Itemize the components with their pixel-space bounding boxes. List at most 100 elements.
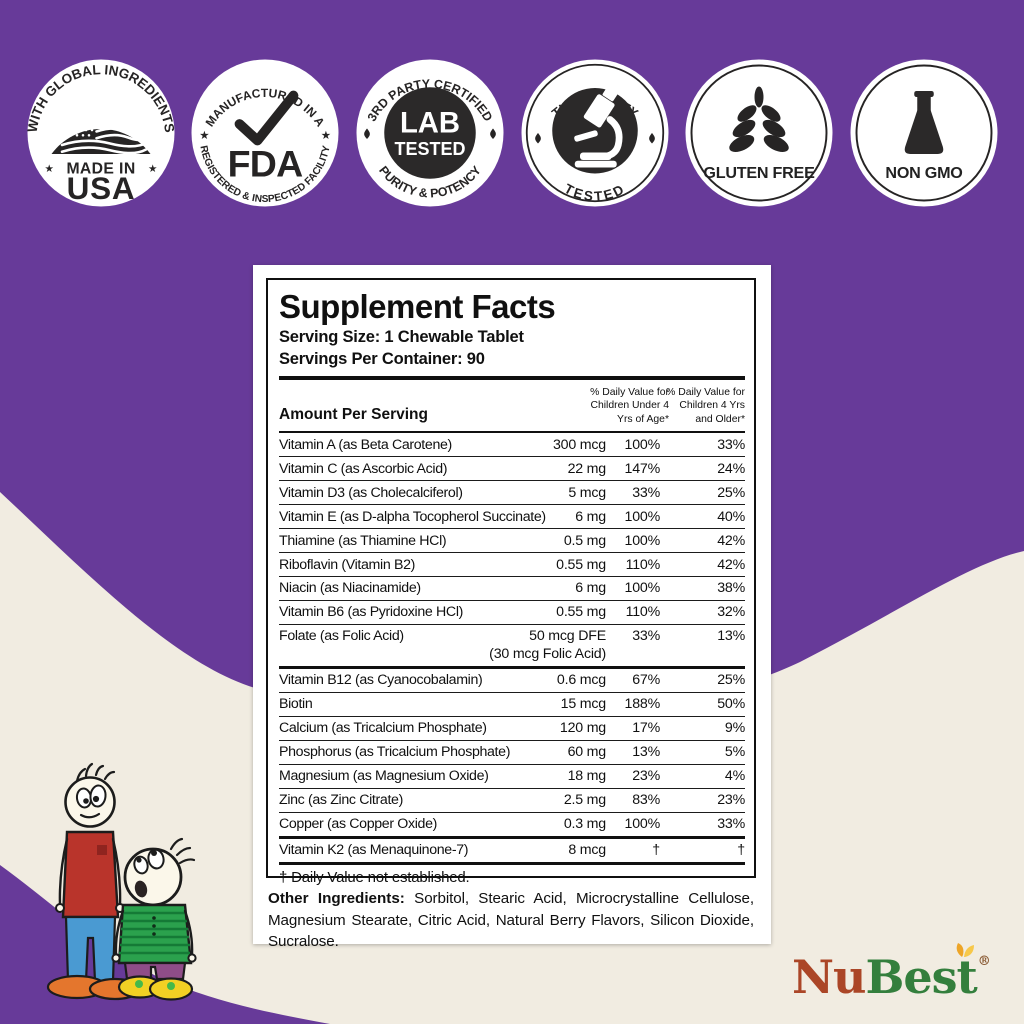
svg-text:TESTED: TESTED (562, 181, 628, 204)
name-amount-cell: Copper (as Copper Oxide) 0.3 mg (279, 816, 606, 832)
dv-older-value: 24% (717, 460, 745, 477)
dv-under4-value: 100% (624, 532, 661, 549)
amount-per-serving-header: Amount Per Serving (279, 406, 428, 424)
supplement-facts-panel: Supplement Facts Serving Size: 1 Chewabl… (253, 265, 771, 950)
dv-under4-value: 147% (624, 460, 661, 477)
nutrient-name: Vitamin E (as D-alpha Tocopherol Succina… (279, 508, 546, 525)
table-row: Vitamin C (as Ascorbic Acid) 22 mg 147% 24% (279, 457, 745, 482)
dv-older-value: † (737, 842, 745, 859)
star-icon: ★ (199, 130, 209, 142)
nutrient-amount: 5 mcg (568, 484, 606, 501)
name-amount-cell: Vitamin D3 (as Cholecalciferol) 5 mcg (279, 485, 606, 501)
table-row: Niacin (as Niacinamide) 6 mg 100% 38% (279, 577, 745, 602)
name-amount-cell: Vitamin A (as Beta Carotene) 300 mcg (279, 437, 606, 453)
name-amount-cell: Vitamin B6 (as Pyridoxine HCl) 0.55 mg (279, 604, 606, 620)
nutrient-amount: 6 mg (575, 580, 606, 597)
name-amount-cell: Calcium (as Tricalcium Phosphate) 120 mg (279, 720, 606, 736)
logo-part2: Best (866, 943, 978, 1004)
badge-line1: MADE IN (66, 161, 135, 178)
name-amount-cell: Magnesium (as Magnesium Oxide) 18 mg (279, 768, 606, 784)
table-row: Folate (as Folic Acid) 50 mcg DFE 33% 13% (3… (279, 625, 745, 670)
badge-row: WITH GLOBAL INGREDIENTS (0, 58, 1024, 208)
servings-per-container: Servings Per Container: 90 (279, 349, 485, 368)
badge-fda: MANUFACTURED IN A REGISTERED & INSPECTED… (190, 58, 340, 208)
nutrient-amount: 0.3 mg (563, 816, 606, 833)
name-amount-cell: Vitamin C (as Ascorbic Acid) 22 mg (279, 461, 606, 477)
dv-older-value: 42% (717, 532, 745, 549)
dv-under4-value: 67% (632, 672, 660, 689)
logo-part1: Nu (792, 950, 866, 1004)
nutrient-name: Magnesium (as Magnesium Oxide) (279, 768, 489, 785)
badge-gluten-free: GLUTEN FREE (684, 58, 834, 208)
name-amount-cell: Riboflavin (Vitamin B2) 0.55 mg (279, 557, 606, 573)
nutrient-name: Calcium (as Tricalcium Phosphate) (279, 720, 487, 737)
name-amount-cell: Vitamin K2 (as Menaquinone-7) 8 mcg (279, 842, 606, 858)
checkmark-icon (234, 90, 299, 146)
badge-made-in-usa: WITH GLOBAL INGREDIENTS (26, 58, 176, 208)
table-row: Vitamin B12 (as Cyanocobalamin) 0.6 mcg 67… (279, 669, 745, 694)
dv-older-value: 25% (717, 672, 745, 689)
small-kid (111, 837, 197, 1001)
nutrient-amount: 300 mcg (552, 436, 606, 453)
nutrient-amount: 6 mg (575, 508, 606, 525)
nutrient-amount: 0.55 mg (556, 556, 606, 573)
badge-center-line2: TESTED (394, 139, 465, 159)
nutrient-amount: 2.5 mg (563, 792, 606, 809)
facts-footnote: † Daily Value not established. (279, 868, 470, 886)
nutrient-name: Copper (as Copper Oxide) (279, 816, 437, 833)
dv-older-value: 42% (717, 556, 745, 573)
nutrient-name: Vitamin B12 (as Cyanocobalamin) (279, 672, 483, 689)
dv-older-value: 9% (724, 720, 745, 737)
nutrient-name: Riboflavin (Vitamin B2) (279, 556, 415, 573)
flag-canton (63, 118, 94, 137)
dv-older-value: 50% (717, 696, 745, 713)
dv-under4-value: 83% (632, 792, 660, 809)
name-amount-cell: Phosphorus (as Tricalcium Phosphate) 60 m… (279, 744, 606, 760)
nutrient-name: Vitamin K2 (as Menaquinone-7) (279, 842, 469, 859)
other-ingredients-text: Sorbitol, Stearic Acid, Microcrystalline… (268, 890, 754, 951)
badge-non-gmo: NON GMO (849, 58, 999, 208)
droplet-icon (649, 133, 655, 144)
flask-icon (904, 91, 944, 154)
nutrient-name: Zinc (as Zinc Citrate) (279, 792, 403, 809)
badge-center: FDA (228, 143, 303, 185)
nutrient-name: Thiamine (as Thiamine HCl) (279, 532, 447, 549)
nutrient-amount: 60 mg (567, 744, 607, 761)
facts-title: Supplement Facts (279, 288, 556, 325)
dv-older-value: 5% (724, 744, 745, 761)
name-amount-cell: Thiamine (as Thiamine HCl) 0.5 mg (279, 533, 606, 549)
serving-size: Serving Size: 1 Chewable Tablet (279, 327, 524, 346)
table-row: Phosphorus (as Tricalcium Phosphate) 60 m… (279, 741, 745, 765)
facts-box: Supplement Facts Serving Size: 1 Chewabl… (266, 278, 756, 886)
name-amount-cell: Biotin 15 mcg (279, 696, 606, 712)
name-amount-cell: Vitamin B12 (as Cyanocobalamin) 0.6 mcg (279, 672, 606, 688)
nutrient-name: Vitamin C (as Ascorbic Acid) (279, 460, 448, 477)
droplet-icon (364, 128, 370, 139)
star-icon: ★ (321, 130, 331, 142)
dv-older-header: % Daily Value for Children 4 Yrs and Old… (666, 386, 745, 425)
nutrient-name: Niacin (as Niacinamide) (279, 580, 421, 597)
star-icon: ★ (45, 163, 55, 175)
star-icon: ★ (148, 163, 158, 175)
nutrient-amount: 0.6 mcg (556, 672, 606, 689)
other-ingredients-label: Other Ingredients: (268, 890, 405, 907)
table-row: Vitamin B6 (as Pyridoxine HCl) 0.55 mg 110… (279, 601, 745, 626)
leaf-icon (956, 943, 974, 957)
table-row: Riboflavin (Vitamin B2) 0.55 mg 110% 42% (279, 553, 745, 578)
nutrient-name: Biotin (279, 696, 313, 713)
dv-under4-value: 17% (632, 720, 660, 737)
table-row: Vitamin A (as Beta Carotene) 300 mcg 100% 3… (279, 433, 745, 458)
dv-older-value: 23% (717, 792, 745, 809)
badge-center-line1: LAB (400, 107, 460, 139)
nutrient-name: Phosphorus (as Tricalcium Phosphate) (279, 744, 511, 761)
microscope-icon (574, 87, 623, 168)
name-amount-cell: Zinc (as Zinc Citrate) 2.5 mg (279, 792, 606, 808)
droplet-icon (535, 133, 541, 144)
dv-under4-value: 100% (624, 580, 661, 597)
dv-under4-value: 23% (632, 768, 660, 785)
dv-under4-value: 110% (625, 556, 661, 573)
table-row: Calcium (as Tricalcium Phosphate) 120 mg 1… (279, 717, 745, 741)
registered-mark: ® (977, 954, 991, 969)
table-row: Thiamine (as Thiamine HCl) 0.5 mg 100% 42% (279, 529, 745, 554)
